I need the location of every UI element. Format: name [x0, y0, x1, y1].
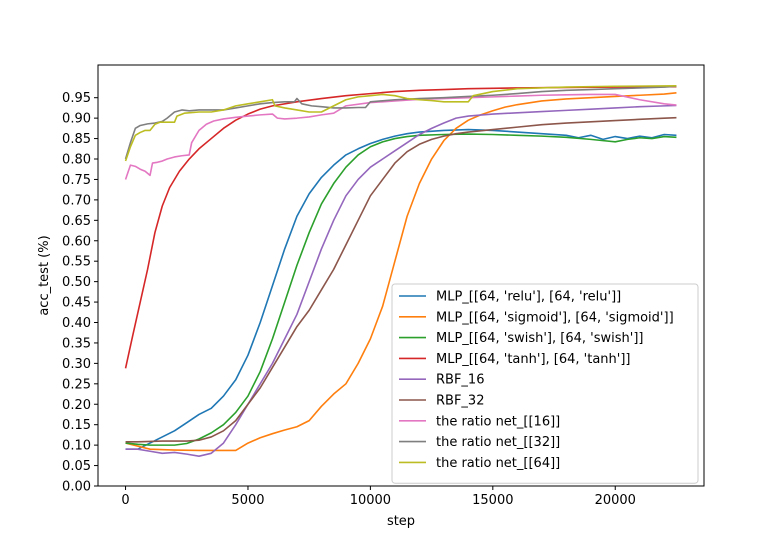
legend-label: the ratio net_[[64]]	[436, 456, 560, 471]
x-axis: 0 5000 10000 15000 20000	[121, 486, 636, 508]
y-tick-label: 0.65	[62, 214, 91, 229]
plot-lines	[124, 85, 677, 457]
series-line-0	[125, 128, 677, 451]
series-line-7	[124, 85, 677, 160]
plot-frame	[97, 64, 705, 487]
series-line-3	[124, 85, 677, 369]
series-line-2	[125, 133, 677, 446]
legend-label: the ratio net_[[32]]	[436, 435, 560, 450]
y-tick-label: 0.75	[62, 173, 91, 188]
y-tick-label: 0.15	[62, 418, 91, 433]
x-axis-label: step	[387, 514, 415, 529]
y-tick-label: 0.30	[62, 357, 91, 372]
y-tick-label: 0.50	[62, 275, 91, 290]
y-tick-label: 0.85	[62, 132, 91, 147]
y-tick-label: 0.70	[62, 193, 91, 208]
x-tick-label: 10000	[350, 493, 391, 508]
legend-label: RBF_16	[436, 373, 484, 388]
y-tick-label: 0.45	[62, 296, 91, 311]
series-line-6	[124, 93, 677, 180]
series-line-5	[125, 116, 677, 443]
legend-box	[391, 283, 699, 484]
y-axis-label: acc_test (%)	[37, 235, 52, 315]
y-tick-label: 0.90	[62, 112, 91, 127]
y-tick-label: 0.25	[62, 377, 91, 392]
y-tick-label: 0.10	[62, 439, 91, 454]
y-tick-label: 0.80	[62, 153, 91, 168]
y-tick-label: 0.60	[62, 234, 91, 249]
y-tick-label: 0.05	[62, 459, 91, 474]
y-tick-label: 0.40	[62, 316, 91, 331]
legend-label: MLP_[[64, 'sigmoid'], [64, 'sigmoid']]	[436, 310, 674, 325]
legend-label: RBF_32	[436, 394, 484, 409]
y-tick-label: 0.95	[62, 91, 91, 106]
x-tick-label: 5000	[231, 493, 264, 508]
x-tick-label: 20000	[595, 493, 636, 508]
y-tick-label: 0.00	[62, 480, 91, 495]
legend-label: the ratio net_[[16]]	[436, 414, 560, 429]
y-axis: 0.00 0.05 0.10 0.15 0.20 0.25 0.30 0.35 0.40 0.45…	[62, 91, 98, 495]
series-line-1	[125, 91, 677, 452]
y-tick-label: 0.55	[62, 255, 91, 270]
series-line-4	[125, 104, 677, 457]
x-tick-label: 0	[121, 493, 129, 508]
legend-label: MLP_[[64, 'relu'], [64, 'relu']]	[436, 290, 621, 305]
y-tick-label: 0.20	[62, 398, 91, 413]
legend-label: MLP_[[64, 'swish'], [64, 'swish']]	[436, 331, 643, 346]
legend-label: MLP_[[64, 'tanh'], [64, 'tanh']]	[436, 352, 631, 367]
legend: MLP_[[64, 'relu'], [64, 'relu']] MLP_[[64…	[391, 283, 699, 484]
series-line-8	[124, 85, 677, 162]
x-tick-label: 15000	[472, 493, 513, 508]
y-tick-label: 0.35	[62, 336, 91, 351]
